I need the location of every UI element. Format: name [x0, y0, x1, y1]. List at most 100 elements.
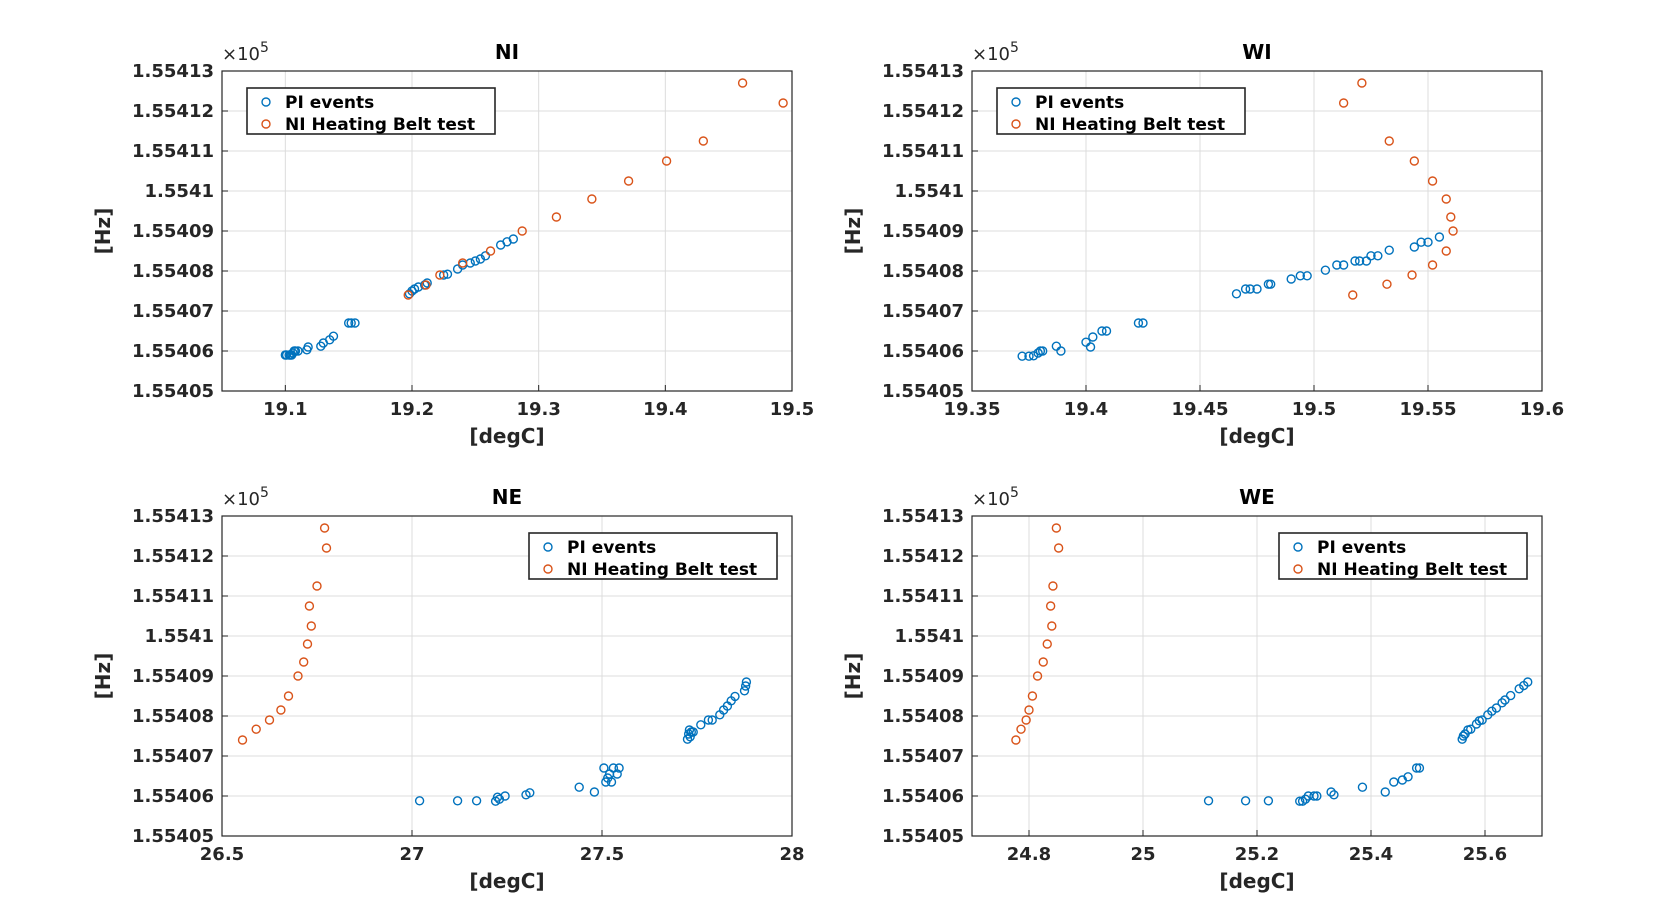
legend-entry: NI Heating Belt test — [1317, 560, 1507, 580]
data-point — [1028, 351, 1039, 361]
y-tick-label: 1.55413 — [882, 61, 964, 82]
legend-marker — [1293, 564, 1303, 574]
y-tick-label: 1.55408 — [132, 706, 214, 727]
data-point — [1286, 274, 1296, 284]
y-tick-label: 1.55405 — [132, 826, 214, 847]
x-tick-label: 19.4 — [643, 399, 687, 420]
data-point — [1389, 777, 1399, 787]
y-tick-label: 1.55406 — [882, 786, 964, 807]
x-tick-label: 19.1 — [263, 399, 307, 420]
data-point — [1048, 581, 1058, 591]
y-tick-label: 1.55409 — [882, 221, 964, 242]
x-tick-label: 19.5 — [770, 399, 814, 420]
data-point — [1085, 342, 1096, 352]
data-point — [703, 715, 714, 725]
x-tick-label: 25.4 — [1349, 844, 1393, 865]
y-tick-label: 1.55411 — [132, 586, 214, 607]
series-pi-events — [1017, 232, 1445, 361]
x-tick-label: 25.6 — [1463, 844, 1507, 865]
x-tick-label: 19.2 — [390, 399, 434, 420]
legend-marker — [261, 97, 271, 107]
x-axis-label: [degC] — [1219, 869, 1294, 893]
axes-title: WI — [1242, 40, 1272, 64]
legend-marker — [543, 542, 553, 552]
y-tick-label: 1.5541 — [145, 626, 214, 647]
data-point — [1458, 731, 1469, 741]
data-point — [1384, 136, 1394, 146]
y-tick-label: 1.55407 — [132, 301, 214, 322]
data-point — [319, 523, 330, 533]
data-point — [1373, 251, 1383, 261]
y-tick-label: 1.55407 — [882, 301, 964, 322]
y-axis-label: [Hz] — [91, 208, 115, 255]
y-tick-label: 1.55405 — [132, 381, 214, 402]
y-tick-label: 1.55408 — [132, 261, 214, 282]
x-tick-label: 19.6 — [1520, 399, 1564, 420]
data-point — [707, 715, 717, 725]
data-point — [1252, 284, 1262, 294]
data-point — [682, 734, 693, 744]
axes-frame — [971, 70, 1543, 392]
data-point — [1427, 260, 1438, 270]
data-point — [470, 256, 481, 266]
legend-entry: NI Heating Belt test — [567, 560, 757, 580]
data-point — [661, 156, 672, 166]
legend-entry: PI events — [1317, 538, 1406, 558]
y-tick-label: 1.55413 — [882, 506, 964, 527]
y-tick-label: 1.55413 — [132, 506, 214, 527]
legend-entry: NI Heating Belt test — [285, 115, 475, 135]
y-tick-label: 1.55412 — [132, 546, 214, 567]
data-point — [1017, 351, 1027, 361]
legend-marker — [261, 119, 271, 129]
y-multiplier-exponent: 5 — [260, 485, 269, 501]
data-point — [623, 176, 634, 186]
data-point — [346, 318, 356, 328]
data-point — [696, 720, 706, 730]
data-point — [1523, 677, 1533, 687]
y-tick-label: 1.55408 — [882, 706, 964, 727]
data-point — [1295, 271, 1306, 281]
data-point — [1263, 796, 1274, 806]
data-point — [1380, 787, 1390, 797]
y-multiplier-exponent: 5 — [260, 40, 269, 56]
data-point — [452, 796, 463, 806]
legend-box — [996, 87, 1246, 135]
data-point — [328, 331, 339, 341]
data-point — [1446, 212, 1456, 222]
x-tick-label: 25.2 — [1235, 844, 1279, 865]
data-point — [1240, 796, 1251, 806]
data-point — [1366, 251, 1376, 261]
data-point — [1032, 671, 1043, 681]
panel-ni: 19.1 19.2 19.3 19.4 19.5 1.55405 1.55406 1.5540… — [91, 40, 814, 448]
axes-frame — [221, 515, 793, 837]
data-point — [264, 715, 275, 725]
legend-box — [528, 532, 778, 580]
y-tick-label: 1.55405 — [882, 381, 964, 402]
data-point — [299, 657, 309, 667]
data-point — [1037, 346, 1048, 356]
data-point — [508, 234, 519, 244]
data-point — [480, 251, 491, 261]
y-tick-label: 1.55407 — [882, 746, 964, 767]
data-point — [587, 194, 597, 204]
data-point — [1354, 256, 1365, 266]
data-point — [740, 681, 751, 691]
data-point — [1357, 782, 1368, 792]
data-point — [1101, 326, 1112, 336]
data-point — [500, 791, 510, 801]
x-tick-label: 19.55 — [1400, 399, 1457, 420]
data-point — [730, 691, 740, 702]
data-point — [1309, 791, 1319, 801]
data-point — [302, 639, 313, 649]
data-point — [288, 348, 298, 358]
data-point — [304, 601, 315, 611]
data-point — [685, 732, 695, 742]
x-tick-label: 19.5 — [1292, 399, 1336, 420]
data-point — [1466, 724, 1476, 734]
data-point — [612, 769, 622, 779]
data-point — [1053, 543, 1064, 553]
data-point — [1265, 279, 1276, 289]
data-point — [1491, 703, 1502, 713]
